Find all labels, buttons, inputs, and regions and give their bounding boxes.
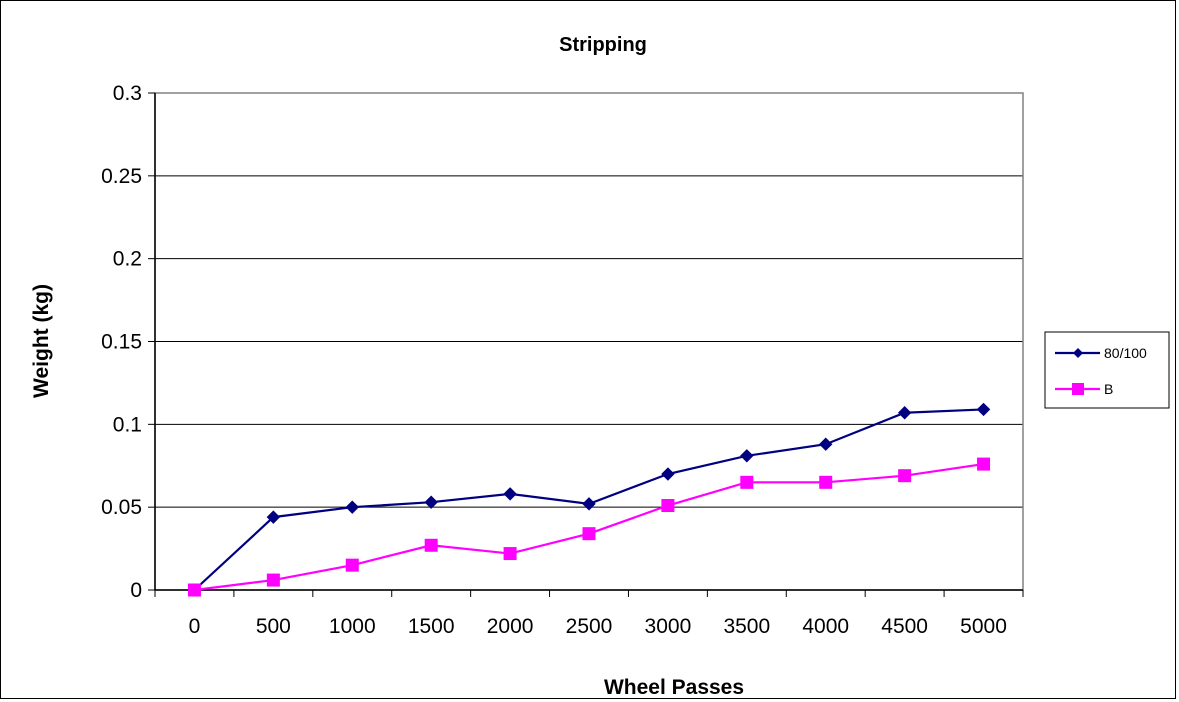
data-point [661, 467, 675, 481]
x-tick-label: 500 [256, 615, 291, 638]
y-axis: 0 0.05 0.1 0.15 0.2 0.25 0.3 [101, 82, 156, 602]
data-point [661, 499, 675, 513]
data-point [345, 500, 359, 514]
y-tick-label: 0.25 [101, 165, 142, 188]
legend-label: 80/100 [1104, 345, 1147, 361]
y-tick-label: 0.05 [101, 496, 142, 519]
data-point [582, 527, 596, 541]
series-1 [187, 402, 991, 597]
data-point [819, 437, 833, 451]
y-tick-label: 0.3 [113, 82, 142, 105]
data-point [345, 558, 359, 572]
data-point [897, 406, 912, 420]
data-point [424, 538, 438, 552]
y-tick-label: 0.1 [113, 413, 142, 436]
data-point [266, 573, 280, 587]
legend-box [1044, 331, 1170, 409]
y-tick-label: 0.15 [101, 331, 142, 354]
data-point [266, 510, 281, 524]
legend-marker [1073, 348, 1083, 358]
data-point [582, 497, 596, 511]
gridlines [155, 175, 1023, 508]
x-axis: 0 500 1000 1500 2000 2500 3000 3500 4000 4500 5000 [154, 589, 1024, 638]
legend: 80/100 B [1044, 331, 1170, 409]
x-tick-label: 4000 [802, 615, 849, 638]
series-2 [187, 457, 991, 597]
data-point [740, 449, 754, 463]
chart-title: Stripping [559, 34, 647, 56]
data-point [976, 402, 991, 417]
data-point [898, 469, 912, 483]
x-tick-label: 2500 [566, 615, 613, 638]
data-point [977, 457, 991, 471]
x-tick-label: 1000 [329, 615, 376, 638]
x-tick-label: 1500 [408, 615, 455, 638]
data-point [819, 475, 833, 489]
x-axis-title: Wheel Passes [604, 676, 744, 699]
data-point [503, 487, 517, 501]
y-axis-title: Weight (kg) [30, 284, 53, 398]
y-tick-label: 0.2 [113, 248, 142, 271]
series-line [194, 463, 984, 592]
x-tick-label: 3000 [645, 615, 692, 638]
x-tick-label: 3500 [723, 615, 770, 638]
data-point [424, 495, 438, 509]
legend-label: B [1104, 381, 1113, 397]
legend-marker [1072, 383, 1084, 395]
x-tick-label: 4500 [881, 615, 928, 638]
x-tick-label: 2000 [487, 615, 534, 638]
series-layer [187, 402, 991, 597]
y-tick-label: 0 [130, 579, 142, 602]
data-point [187, 583, 201, 597]
data-point [740, 475, 754, 489]
x-tick-label: 5000 [960, 615, 1007, 638]
x-tick-label: 0 [189, 615, 201, 638]
data-point [503, 547, 517, 561]
